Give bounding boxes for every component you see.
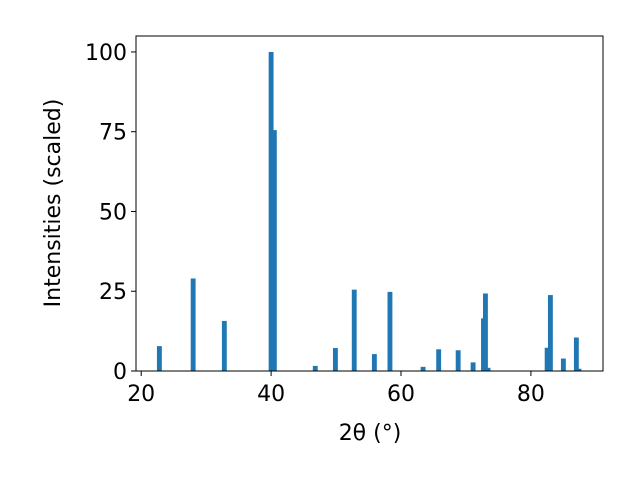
bar [351,289,357,371]
bar [547,295,553,371]
bar [470,362,476,371]
x-tick-label: 40 [257,382,285,407]
bar [573,337,579,371]
bar [485,367,491,371]
bar [271,130,277,371]
y-tick-label: 0 [113,360,127,385]
bar [576,368,582,371]
bar [420,366,426,371]
bar [332,348,338,371]
x-axis-label: 2θ (°) [339,421,402,446]
bar [436,349,442,371]
bar [455,350,461,371]
bar [387,291,393,371]
plot-frame [135,35,604,372]
y-tick-label: 25 [99,280,127,305]
y-tick-label: 75 [99,121,127,146]
bar [190,278,196,371]
x-tick-label: 20 [127,382,155,407]
bar [156,346,162,371]
bar [483,293,488,371]
y-tick-label: 50 [99,200,127,225]
bar [268,51,274,371]
y-axis-label: Intensities (scaled) [41,99,66,308]
bar [544,347,550,371]
bar [312,365,318,371]
x-tick-label: 80 [517,382,545,407]
y-tick-label: 100 [85,41,127,66]
bar [560,358,566,371]
bar [221,320,227,371]
x-tick-label: 60 [387,382,415,407]
bar [371,354,377,371]
